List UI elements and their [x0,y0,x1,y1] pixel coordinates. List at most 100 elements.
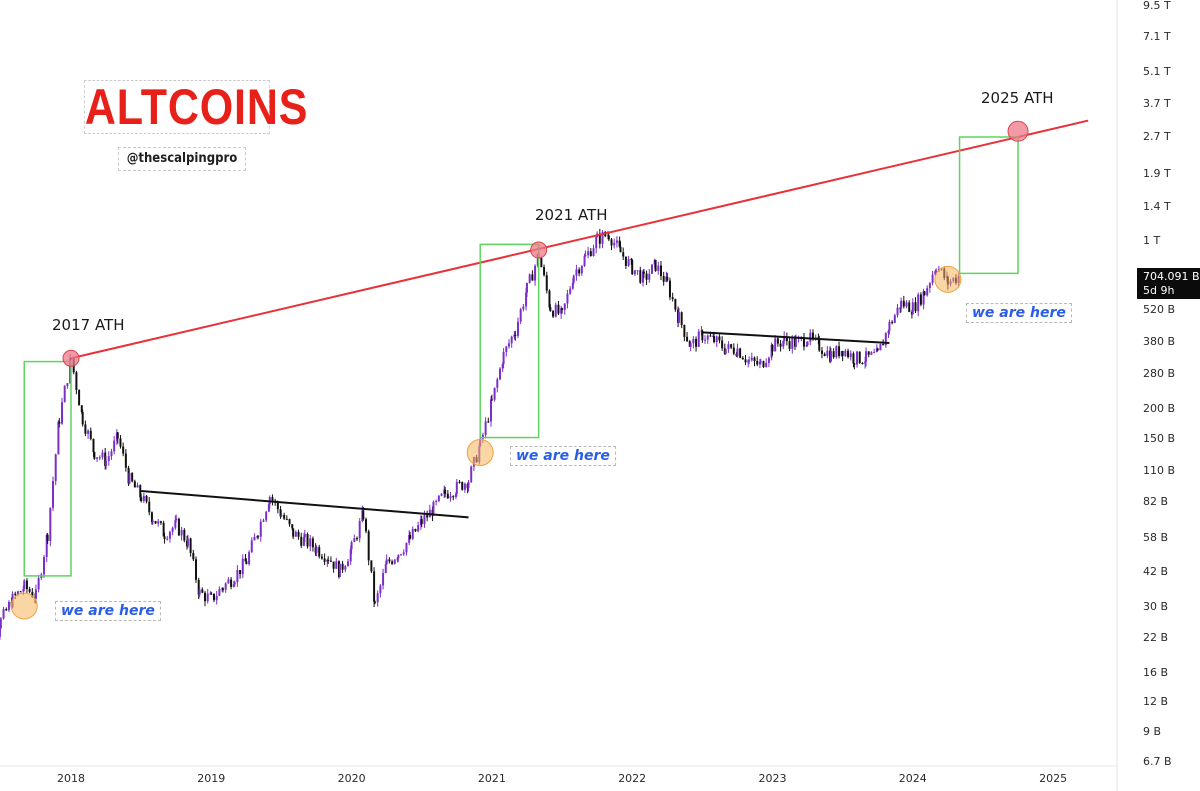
candle-body [452,496,455,498]
candle-body [358,521,361,539]
y-tick-label: 520 B [1143,303,1175,316]
candle-body [487,421,490,423]
candle-body [341,563,344,570]
candle-body [884,333,887,346]
candle-body [113,440,116,452]
candle-body [93,451,96,459]
candle-body [140,497,143,501]
candle-body [382,573,385,586]
candle-body [516,321,519,336]
candle-body [0,628,1,637]
candle-body [265,511,268,521]
candle-body [78,390,81,406]
candle-body [463,483,466,490]
y-tick-label: 82 B [1143,495,1168,508]
we-are-here-label-2020: we are here [510,446,616,466]
candle-body [490,399,493,422]
candle-body [402,552,405,555]
candle-body [396,558,399,560]
candle-body [829,351,832,362]
candle-body [584,255,587,257]
x-tick-label: 2025 [1039,772,1067,785]
projection-box-2 [479,243,540,439]
candle-body [92,438,95,452]
candle-body [561,308,564,310]
candle-body [805,345,808,347]
candle-body [210,593,213,595]
candle-body [43,556,46,575]
candle-body [756,360,759,365]
candle-body [259,521,262,537]
candle-body [446,493,449,499]
candle-body [329,560,332,562]
candle-body [262,520,265,522]
candle-body [168,531,171,539]
candle-body [16,591,19,595]
candle-body [189,538,192,553]
ath-label-2025: 2025 ATH [981,89,1054,107]
candle-body [122,446,125,454]
candle-body [276,501,279,510]
candle-body [783,336,786,341]
y-tick-label: 110 B [1143,464,1175,477]
candle-body [142,495,145,501]
candle-body [2,609,5,619]
y-tick-label: 58 B [1143,531,1168,544]
candle-body [227,579,230,584]
candle-body [306,534,309,547]
candle-body [744,359,747,363]
candle-body [350,542,353,550]
candle-body [861,362,864,364]
candle-body [400,554,403,556]
candle-body [344,566,347,570]
candle-body [63,385,66,403]
candle-body [540,257,543,268]
candle-body [467,482,470,489]
candle-body [233,582,236,585]
candle-body [727,344,730,350]
candle-body [105,460,108,466]
y-tick-label: 22 B [1143,631,1168,644]
candle-body [215,595,218,601]
y-tick-label: 150 B [1143,432,1175,445]
candle-body [58,421,61,424]
y-tick-label: 9 B [1143,725,1161,738]
candle-body [875,348,878,353]
y-tick-label: 1 T [1143,234,1160,247]
candle-body [257,536,260,538]
candle-body [631,259,634,275]
candle-body [662,276,665,282]
candle-body [818,339,821,351]
candle-body [435,501,438,503]
candle-body [391,561,394,564]
candle-body [89,430,92,439]
candle-body [758,361,761,365]
candle-body [578,269,581,274]
candle-body [704,339,707,341]
candle-body [856,351,859,365]
candle-body [896,307,899,316]
candle-body [814,337,817,339]
y-tick-label: 1.9 T [1143,167,1171,180]
candle-body [935,270,938,272]
candle-body [7,602,10,611]
y-tick-label: 380 B [1143,335,1175,348]
candle-body [49,507,52,541]
candle-body [432,501,435,516]
candle-body [536,253,539,266]
candle-body [455,481,458,494]
candle-body [692,338,695,344]
candle-body [677,312,680,323]
candle-body [580,265,583,274]
last-price-tag: 704.091 B 5d 9h [1137,268,1200,299]
candle-body [557,304,560,314]
candle-body [522,306,525,310]
candle-body [423,515,426,525]
candle-body [171,527,174,532]
candle-body [552,311,555,317]
candle-body [592,248,595,256]
candle-body [695,338,698,347]
we-are-here-label-2017: we are here [55,601,161,621]
candle-body [666,276,669,281]
candle-body [865,351,868,362]
